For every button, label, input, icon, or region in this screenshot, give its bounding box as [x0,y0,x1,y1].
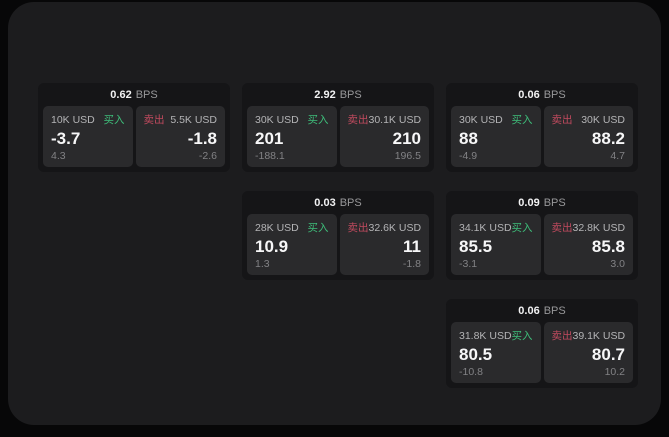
bps-unit-label: BPS [543,304,566,317]
buy-delta: -188.1 [255,150,285,162]
card-header: 2.92 BPS [242,83,434,106]
card-body: 30K USD 买入 88 -4.9 卖出 30K USD 88.2 4.7 [446,106,638,172]
card-header: 0.03 BPS [242,191,434,214]
buy-side-label: 买入 [511,222,533,234]
buy-side-label: 买入 [103,114,125,126]
buy-delta: -3.1 [459,258,478,270]
quote-card-4: 0.09 BPS 34.1K USD 买入 85.5 -3.1 卖出 32.8K… [446,191,638,280]
bps-value: 0.06 [518,304,540,317]
buy-side-label: 买入 [307,222,329,234]
bps-unit-label: BPS [543,196,566,209]
buy-price: 80.5 [459,345,493,364]
sell-price: 11 [403,237,421,256]
quote-card-1: 2.92 BPS 30K USD 买入 201 -188.1 卖出 30.1K … [242,83,434,172]
card-body: 28K USD 买入 10.9 1.3 卖出 32.6K USD 11 -1.8 [242,214,434,280]
sell-delta: -2.6 [198,150,217,162]
buy-panel[interactable]: 34.1K USD 买入 85.5 -3.1 [451,214,541,275]
buy-amount: 28K USD [255,221,299,234]
buy-delta: -4.9 [459,150,478,162]
sell-side-label: 卖出 [551,114,573,126]
sell-side-label: 卖出 [551,330,573,342]
card-body: 34.1K USD 买入 85.5 -3.1 卖出 32.8K USD 85.8… [446,214,638,280]
buy-price: 88 [459,129,478,148]
sell-amount: 5.5K USD [170,113,217,126]
sell-price: 88.2 [591,129,625,148]
buy-panel[interactable]: 31.8K USD 买入 80.5 -10.8 [451,322,541,383]
buy-amount: 30K USD [255,113,299,126]
sell-panel[interactable]: 卖出 32.6K USD 11 -1.8 [339,214,429,275]
sell-panel[interactable]: 卖出 30.1K USD 210 196.5 [339,106,429,167]
sell-delta: 4.7 [610,150,625,162]
sell-delta: -1.8 [402,258,421,270]
sell-side-label: 卖出 [347,114,369,126]
buy-side-label: 买入 [511,114,533,126]
quote-card-3: 0.03 BPS 28K USD 买入 10.9 1.3 卖出 32.6K US… [242,191,434,280]
sell-price: 210 [392,129,421,148]
quote-card-0: 0.62 BPS 10K USD 买入 -3.7 4.3 卖出 5.5K USD… [38,83,230,172]
bps-value: 0.03 [314,196,336,209]
sell-side-label: 卖出 [551,222,573,234]
buy-delta: 1.3 [255,258,270,270]
sell-panel[interactable]: 卖出 39.1K USD 80.7 10.2 [543,322,633,383]
card-body: 30K USD 买入 201 -188.1 卖出 30.1K USD 210 1… [242,106,434,172]
bps-unit-label: BPS [543,88,566,101]
buy-price: 10.9 [255,237,289,256]
sell-price: 85.8 [591,237,625,256]
buy-delta: -10.8 [459,366,483,378]
card-header: 0.62 BPS [38,83,230,106]
sell-amount: 39.1K USD [572,329,626,342]
buy-panel[interactable]: 10K USD 买入 -3.7 4.3 [43,106,133,167]
sell-delta: 3.0 [610,258,625,270]
sell-price: -1.8 [187,129,217,148]
card-header: 0.06 BPS [446,83,638,106]
sell-side-label: 卖出 [347,222,369,234]
buy-price: -3.7 [51,129,81,148]
buy-price: 201 [255,129,284,148]
bps-value: 2.92 [314,88,336,101]
buy-amount: 31.8K USD [459,329,512,342]
quote-card-5: 0.06 BPS 31.8K USD 买入 80.5 -10.8 卖出 39.1… [446,299,638,388]
bps-value: 0.62 [110,88,132,101]
sell-price: 80.7 [591,345,625,364]
buy-panel[interactable]: 30K USD 买入 88 -4.9 [451,106,541,167]
sell-delta: 10.2 [604,366,625,378]
sell-amount: 32.6K USD [368,221,422,234]
buy-panel[interactable]: 28K USD 买入 10.9 1.3 [247,214,337,275]
buy-amount: 10K USD [51,113,95,126]
sell-side-label: 卖出 [143,114,165,126]
sell-amount: 30.1K USD [368,113,422,126]
buy-delta: 4.3 [51,150,66,162]
bps-unit-label: BPS [339,88,362,101]
buy-amount: 30K USD [459,113,503,126]
buy-amount: 34.1K USD [459,221,512,234]
sell-panel[interactable]: 卖出 30K USD 88.2 4.7 [543,106,633,167]
card-body: 10K USD 买入 -3.7 4.3 卖出 5.5K USD -1.8 -2.… [38,106,230,172]
sell-panel[interactable]: 卖出 32.8K USD 85.8 3.0 [543,214,633,275]
bps-unit-label: BPS [135,88,158,101]
sell-delta: 196.5 [394,150,421,162]
quote-card-2: 0.06 BPS 30K USD 买入 88 -4.9 卖出 30K USD 8… [446,83,638,172]
bps-value: 0.06 [518,88,540,101]
app-panel: 0.62 BPS 10K USD 买入 -3.7 4.3 卖出 5.5K USD… [8,2,661,425]
bps-unit-label: BPS [339,196,362,209]
card-header: 0.09 BPS [446,191,638,214]
card-body: 31.8K USD 买入 80.5 -10.8 卖出 39.1K USD 80.… [446,322,638,388]
buy-side-label: 买入 [511,330,533,342]
buy-panel[interactable]: 30K USD 买入 201 -188.1 [247,106,337,167]
bps-value: 0.09 [518,196,540,209]
card-header: 0.06 BPS [446,299,638,322]
sell-amount: 32.8K USD [572,221,626,234]
sell-panel[interactable]: 卖出 5.5K USD -1.8 -2.6 [135,106,225,167]
buy-side-label: 买入 [307,114,329,126]
sell-amount: 30K USD [581,113,625,126]
buy-price: 85.5 [459,237,493,256]
